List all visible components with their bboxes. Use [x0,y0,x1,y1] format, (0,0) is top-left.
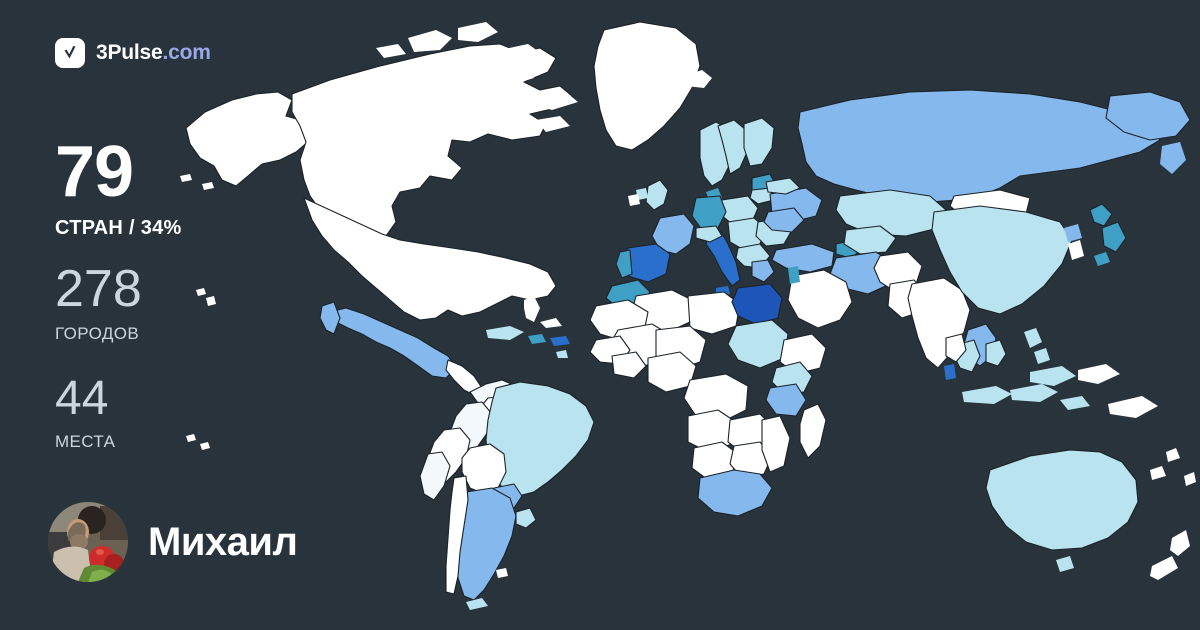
user-block[interactable]: Михаил [48,502,298,582]
stat-places: 44 МЕСТА [55,375,115,452]
user-name: Михаил [148,519,298,564]
stat-cities-label: ГОРОДОВ [55,324,140,343]
brand-wordmark: 3Pulse.com [96,41,211,65]
stat-cities-value: 278 [55,260,142,318]
map-regions-africa [589,279,827,517]
stat-cities: 278 ГОРОДОВ [55,263,142,344]
map-regions-north-america [180,21,712,397]
brand-logo[interactable]: 3Pulse.com [55,38,211,68]
stats-panel: 3Pulse.com 79 СТРАН / 34% 278 ГОРОДОВ 44… [0,0,330,630]
avatar [48,502,128,582]
map-regions-south-america [419,379,595,610]
stat-countries-label: СТРАН / 34% [55,217,182,239]
brand-name: 3Pulse [96,41,163,64]
brand-tld: .com [162,41,211,64]
stat-places-label: МЕСТА [55,432,116,451]
map-regions-oceania [186,288,1196,580]
stat-countries-value: 79 [55,132,134,212]
check-mark-icon [55,38,85,68]
map-regions-europe [615,117,823,296]
stat-places-value: 44 [55,372,109,425]
stat-countries: 79 СТРАН / 34% [55,136,182,240]
map-regions-asia [771,89,1191,410]
